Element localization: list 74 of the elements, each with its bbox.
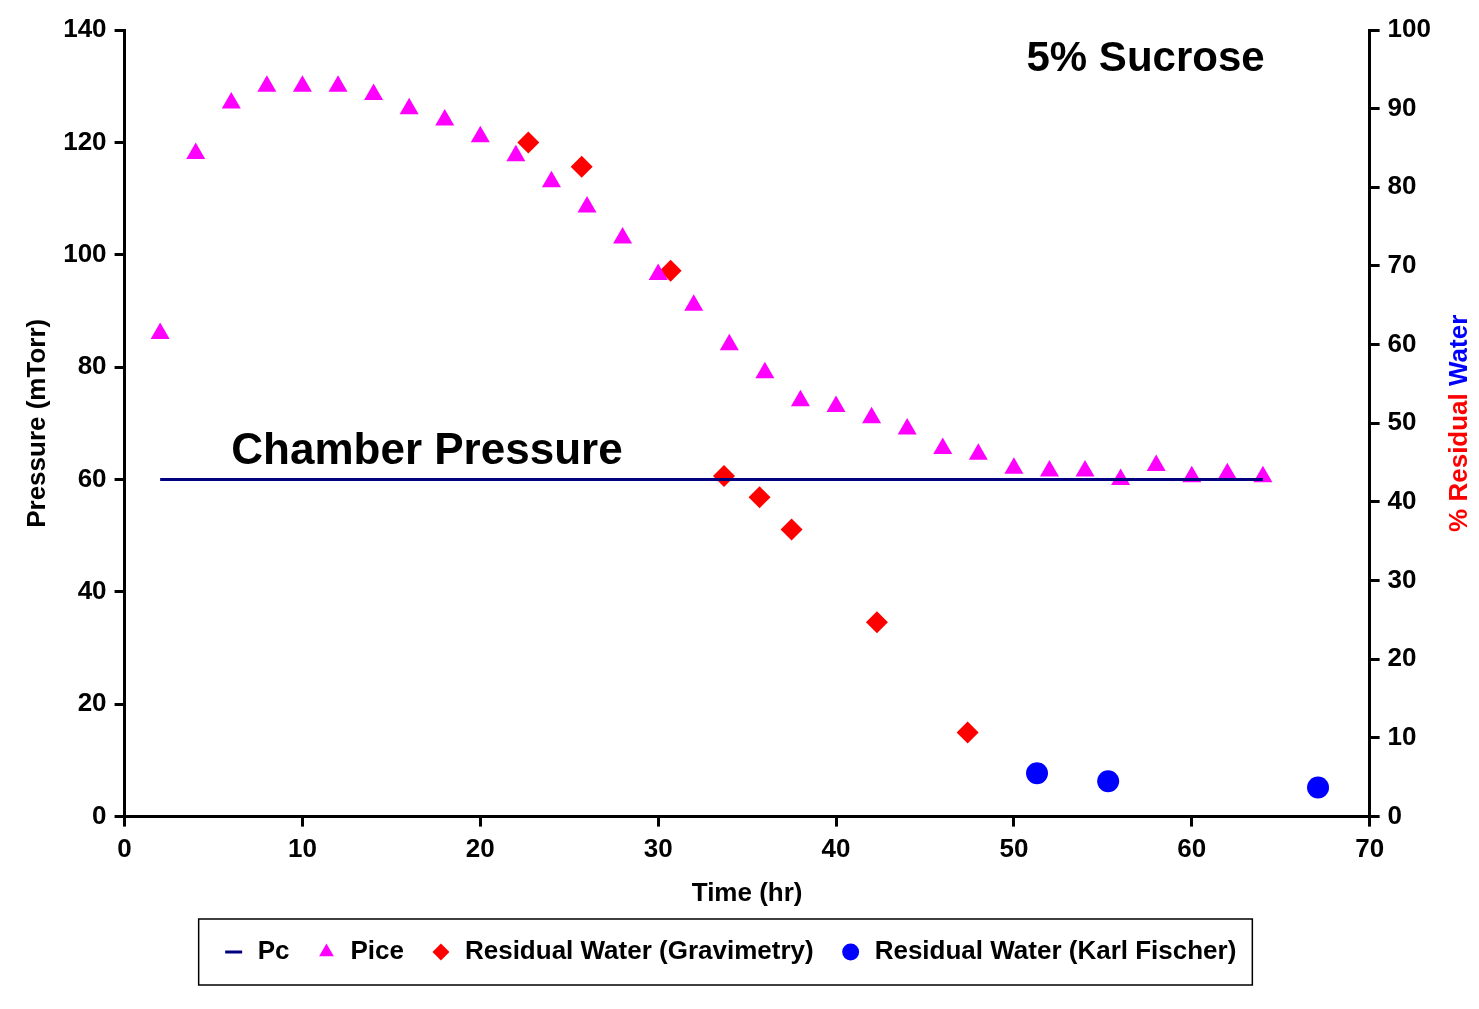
point (186, 142, 206, 160)
point (684, 294, 704, 311)
point (956, 721, 979, 744)
point (506, 144, 526, 162)
point (1026, 762, 1049, 785)
point (748, 486, 771, 509)
point (648, 263, 668, 280)
y-tick-label: 80 (77, 350, 107, 381)
y2-tick-label: 90 (1387, 91, 1417, 122)
point (292, 75, 312, 92)
point (257, 75, 277, 92)
x-tick-label: 50 (999, 833, 1029, 864)
point (435, 108, 455, 126)
point (517, 131, 540, 154)
point (659, 259, 682, 282)
point (221, 92, 241, 109)
y2-tick-label: 30 (1387, 563, 1417, 594)
point (541, 170, 561, 188)
y2-tick-label: 60 (1387, 327, 1417, 358)
legend-label: Pc (257, 935, 290, 966)
y2-tick-label: 0 (1387, 799, 1403, 830)
point (865, 611, 888, 634)
point (570, 155, 593, 178)
x-tick-label: 0 (117, 833, 132, 864)
y-tick-label: 120 (63, 125, 107, 156)
point (470, 125, 490, 143)
y2-tick-label: 80 (1387, 170, 1417, 201)
y-axis-title: Pressure (mTorr) (20, 318, 51, 528)
y2-tick-label: 40 (1387, 485, 1417, 516)
point (755, 361, 775, 379)
point (933, 437, 953, 455)
y-tick-label: 40 (77, 575, 107, 606)
legend-label: Residual Water (Gravimetry) (464, 935, 814, 966)
y2-tick-label: 20 (1387, 642, 1417, 673)
legend-label: Pice (350, 935, 404, 966)
annotation: Chamber Pressure (231, 423, 623, 473)
legend-label: Residual Water (Karl Fischer) (874, 935, 1237, 966)
y-tick-label: 140 (63, 13, 107, 44)
point (719, 333, 739, 351)
point (790, 389, 810, 407)
y2-tick-label: 100 (1387, 13, 1432, 44)
chart-title: 5% Sucrose (1026, 32, 1265, 80)
point (613, 226, 633, 244)
x-tick-label: 70 (1355, 833, 1385, 864)
y2-tick-label: 70 (1387, 249, 1417, 280)
x-axis-title: Time (hr) (691, 876, 803, 907)
point (328, 75, 348, 92)
y2-tick-label: 10 (1387, 721, 1417, 752)
y2-axis-title: % Residual Water (1443, 314, 1474, 532)
x-tick-label: 30 (643, 833, 673, 864)
y2-tick-label: 50 (1387, 406, 1417, 437)
x-tick-label: 60 (1177, 833, 1207, 864)
point (577, 195, 597, 213)
point (1097, 770, 1120, 793)
point (968, 443, 988, 460)
point (897, 417, 917, 435)
point (780, 518, 803, 541)
point (1307, 776, 1330, 799)
y-tick-label: 60 (77, 462, 107, 493)
point (150, 322, 170, 339)
y-tick-label: 0 (92, 799, 107, 830)
point (1004, 457, 1024, 474)
y-tick-label: 100 (63, 237, 107, 268)
point (862, 406, 882, 424)
x-tick-label: 10 (287, 833, 317, 864)
point (1039, 460, 1059, 477)
point (364, 83, 384, 101)
x-tick-label: 40 (821, 833, 851, 864)
point (826, 395, 846, 412)
point (1146, 454, 1166, 471)
point (399, 97, 419, 115)
y-tick-label: 20 (77, 687, 107, 718)
x-tick-label: 20 (465, 833, 495, 864)
point (1075, 460, 1095, 477)
